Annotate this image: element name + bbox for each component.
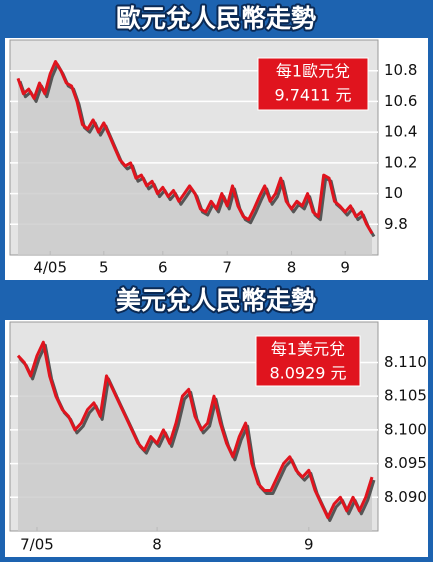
y-tick-label: 10.2 [384,153,417,171]
y-tick-label: 10.4 [384,123,417,141]
y-tick-label: 10 [384,184,403,202]
line [16,60,374,235]
x-tick-label: 7 [222,259,232,277]
y-tick-label: 10.6 [384,92,417,110]
annotation: 每1美元兌 [271,340,345,359]
y-tick-label: 8.100 [384,420,427,438]
annotation-box [255,335,361,387]
x-tick-label: 9 [304,536,314,554]
y-tick-label: 8.110 [384,353,427,371]
x-tick-label: 8 [287,259,297,277]
annotation: 9.7411 元 [274,86,351,105]
chart-title: 美元兌人民幣走勢 [116,286,316,315]
y-tick-label: 10.8 [384,61,417,79]
annotation-box [257,57,369,111]
x-tick-label: 7/05 [20,536,54,554]
y-tick-label: 8.105 [384,387,427,405]
x-tick-label: 4/05 [33,259,67,277]
annotation: 8.0929 元 [269,364,346,383]
y-tick-label: 8.090 [384,488,427,506]
x-tick-label: 9 [340,259,350,277]
line [16,340,374,519]
x-tick-label: 6 [158,259,168,277]
x-tick-label: 8 [152,536,162,554]
x-tick-label: 5 [99,259,109,277]
annotation: 每1歐元兌 [276,62,350,81]
chart-title: 歐元兌人民幣走勢 [116,4,316,33]
y-tick-label: 9.8 [384,215,408,233]
y-tick-label: 8.095 [384,454,427,472]
area [18,61,372,255]
